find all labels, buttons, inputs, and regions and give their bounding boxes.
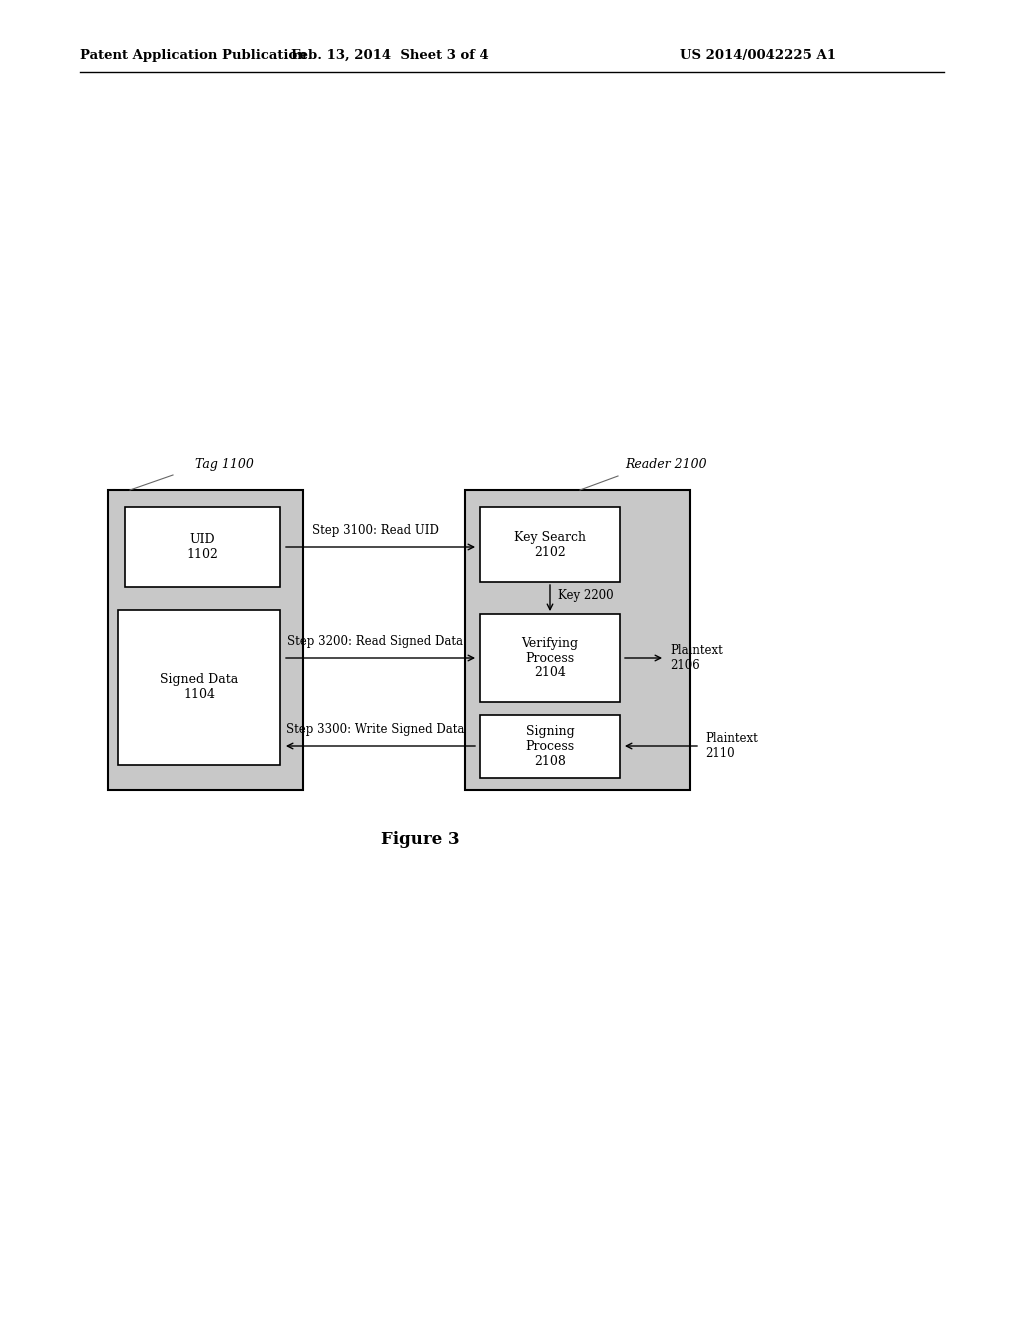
Text: Figure 3: Figure 3 <box>381 832 460 849</box>
Bar <box>108 490 303 789</box>
Bar <box>125 507 280 587</box>
Text: US 2014/0042225 A1: US 2014/0042225 A1 <box>680 49 836 62</box>
Text: Plaintext
2106: Plaintext 2106 <box>670 644 723 672</box>
Text: UID
1102: UID 1102 <box>186 533 218 561</box>
Bar <box>480 715 620 777</box>
Text: Step 3100: Read UID: Step 3100: Read UID <box>311 524 438 537</box>
Text: Reader 2100: Reader 2100 <box>625 458 707 471</box>
Text: Plaintext
2110: Plaintext 2110 <box>705 733 758 760</box>
Bar <box>480 507 620 582</box>
Text: Signed Data
1104: Signed Data 1104 <box>160 673 239 701</box>
Text: Feb. 13, 2014  Sheet 3 of 4: Feb. 13, 2014 Sheet 3 of 4 <box>291 49 488 62</box>
Text: Patent Application Publication: Patent Application Publication <box>80 49 307 62</box>
Bar <box>118 610 280 766</box>
Text: Key 2200: Key 2200 <box>558 590 613 602</box>
Text: Verifying
Process
2104: Verifying Process 2104 <box>521 636 579 680</box>
Bar <box>465 490 690 789</box>
Text: Step 3300: Write Signed Data: Step 3300: Write Signed Data <box>286 723 464 737</box>
Text: Step 3200: Read Signed Data: Step 3200: Read Signed Data <box>287 635 463 648</box>
Text: Tag 1100: Tag 1100 <box>195 458 254 471</box>
Bar <box>480 614 620 702</box>
Text: Signing
Process
2108: Signing Process 2108 <box>525 725 574 768</box>
Text: Key Search
2102: Key Search 2102 <box>514 531 586 558</box>
